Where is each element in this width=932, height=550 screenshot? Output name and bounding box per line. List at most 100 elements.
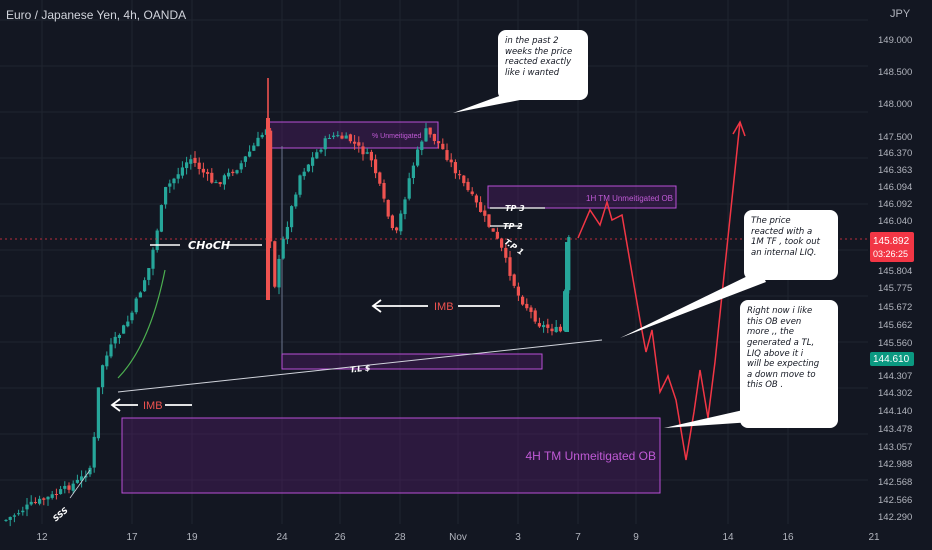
candle-body [378,172,382,184]
candle-body [395,227,399,231]
trendline-label: T.L $ [350,363,372,374]
candle-body [25,504,29,510]
bubble3-pointer [664,408,752,428]
candle-body [323,138,327,150]
candle-body [344,135,348,139]
candle-body [399,213,403,232]
time-axis-label: 26 [334,532,346,543]
candle-body [521,296,525,305]
price-axis-label: 145.560 [878,338,912,349]
candle-body [453,162,457,174]
candle-body [533,310,537,322]
candle-body [403,199,407,215]
candle-body [336,135,340,137]
candle-body [239,163,243,170]
candle-body [525,303,529,309]
candle-body [508,257,512,276]
candle-body [348,134,352,142]
candle-body [374,159,378,174]
candle-body [193,157,197,163]
candle-last-bull [565,242,569,332]
candle-body [298,175,302,195]
sss-tick [69,469,91,499]
candle-body [206,172,210,174]
candle-body [105,355,109,367]
zone-lower-demand[interactable] [281,353,543,370]
candle-body [487,214,491,227]
price-axis-label: 148.000 [878,99,912,110]
candle-body [273,241,277,287]
candle-body [542,325,546,328]
candle-body [516,286,520,296]
price-axis-label: 145.672 [878,302,912,313]
price-axis-label: 142.566 [878,495,912,506]
candle-body [407,178,411,199]
zone-1h-unmitigated-ob[interactable] [487,185,677,209]
candle-body [386,199,390,217]
candle-body [159,205,163,232]
candle-body [63,485,67,489]
candle-body [554,326,558,333]
candle-body [252,145,256,151]
tp2-label: TP 2 [503,222,523,231]
projection-path[interactable] [577,121,741,461]
candle-body [563,291,567,331]
candle-body [466,181,470,191]
candle-body [416,149,420,166]
candle-body [500,238,504,248]
candle-body [42,498,46,500]
callout-right-now: Right now i like this OB even more ,, th… [740,300,838,428]
candle-body [126,321,130,327]
candle-body [441,143,445,150]
candle-body [33,502,37,504]
candle-body [361,146,365,155]
candle-body [243,156,247,162]
candle-body [130,312,134,321]
candle-body [84,475,88,478]
price-axis-label: 146.094 [878,182,912,193]
candle-body [168,183,172,187]
candle-body [546,324,550,328]
price-axis-label: 144.307 [878,371,912,382]
time-axis-label: 9 [633,532,639,543]
candle-body [504,247,508,258]
zone-1h-label: 1H TM Unmeitigated OB [586,194,673,203]
candle-body [46,496,50,500]
price-axis-label: 145.804 [878,266,912,277]
candle-body [550,328,554,332]
candle-body [340,135,344,139]
candle-body [218,182,222,185]
price-axis-label: 146.040 [878,216,912,227]
candle-body [71,483,75,491]
imb-arrow-upper-head [371,299,382,313]
candle-body [537,323,541,327]
candle-body [92,436,96,468]
sss-label: SSS [51,505,70,523]
price-axis-label: 143.478 [878,424,912,435]
candle-body [424,128,428,142]
price-axis-label: 149.000 [878,35,912,46]
candle-body [256,137,260,147]
candle-body [231,171,235,174]
order-block-zones: 4H TM Unmeitigated OB 1H TM Unmeitigated… [121,121,677,494]
candle-body [117,335,121,338]
candle-body [462,175,466,184]
candle-body [201,168,205,173]
time-axis: 12 17 19 24 26 28 Nov 3 7 9 14 16 21 [36,532,880,543]
candle-body [59,489,63,495]
candle-body [54,493,58,495]
candle-body [285,226,289,240]
candle-body [38,498,42,504]
candle-body [155,230,159,251]
candle-body [8,516,12,520]
trendline[interactable] [117,339,603,393]
candle-body [176,174,180,179]
price-axis-label: 147.500 [878,132,912,143]
candle-body [445,150,449,160]
zone-4h-unmitigated-ob[interactable] [121,417,661,494]
candle-body [189,159,193,164]
candle-body [458,174,462,176]
time-axis-label: 7 [575,532,581,543]
price-axis-label: 144.140 [878,406,912,417]
